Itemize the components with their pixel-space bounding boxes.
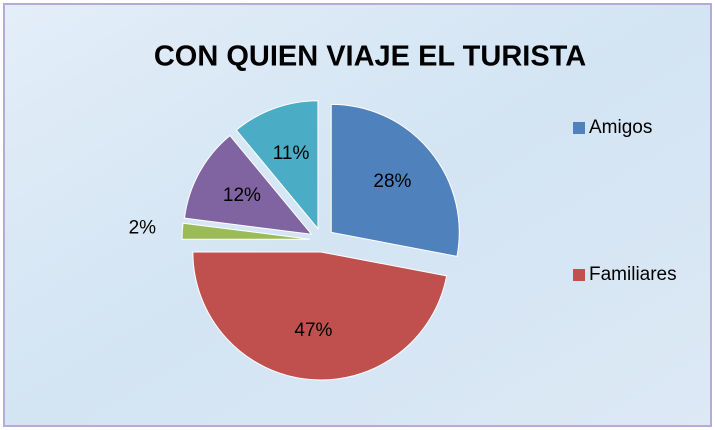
legend-label: Amigos [589,117,652,138]
legend-swatch [573,269,585,281]
legend-label: Familiares [589,264,677,285]
chart-title: CON QUIEN VIAJE EL TURISTA [154,41,586,73]
legend-swatch [573,122,585,134]
pie-slice [192,251,448,381]
pie-slice [235,100,319,231]
data-label: 12% [223,185,261,206]
pie-slice [183,134,313,235]
data-label: 2% [129,218,157,239]
data-label: 28% [373,171,411,192]
pie-slice [330,103,460,257]
data-label: 11% [273,143,310,164]
data-label: 47% [294,320,332,341]
pie-slice [181,222,311,240]
